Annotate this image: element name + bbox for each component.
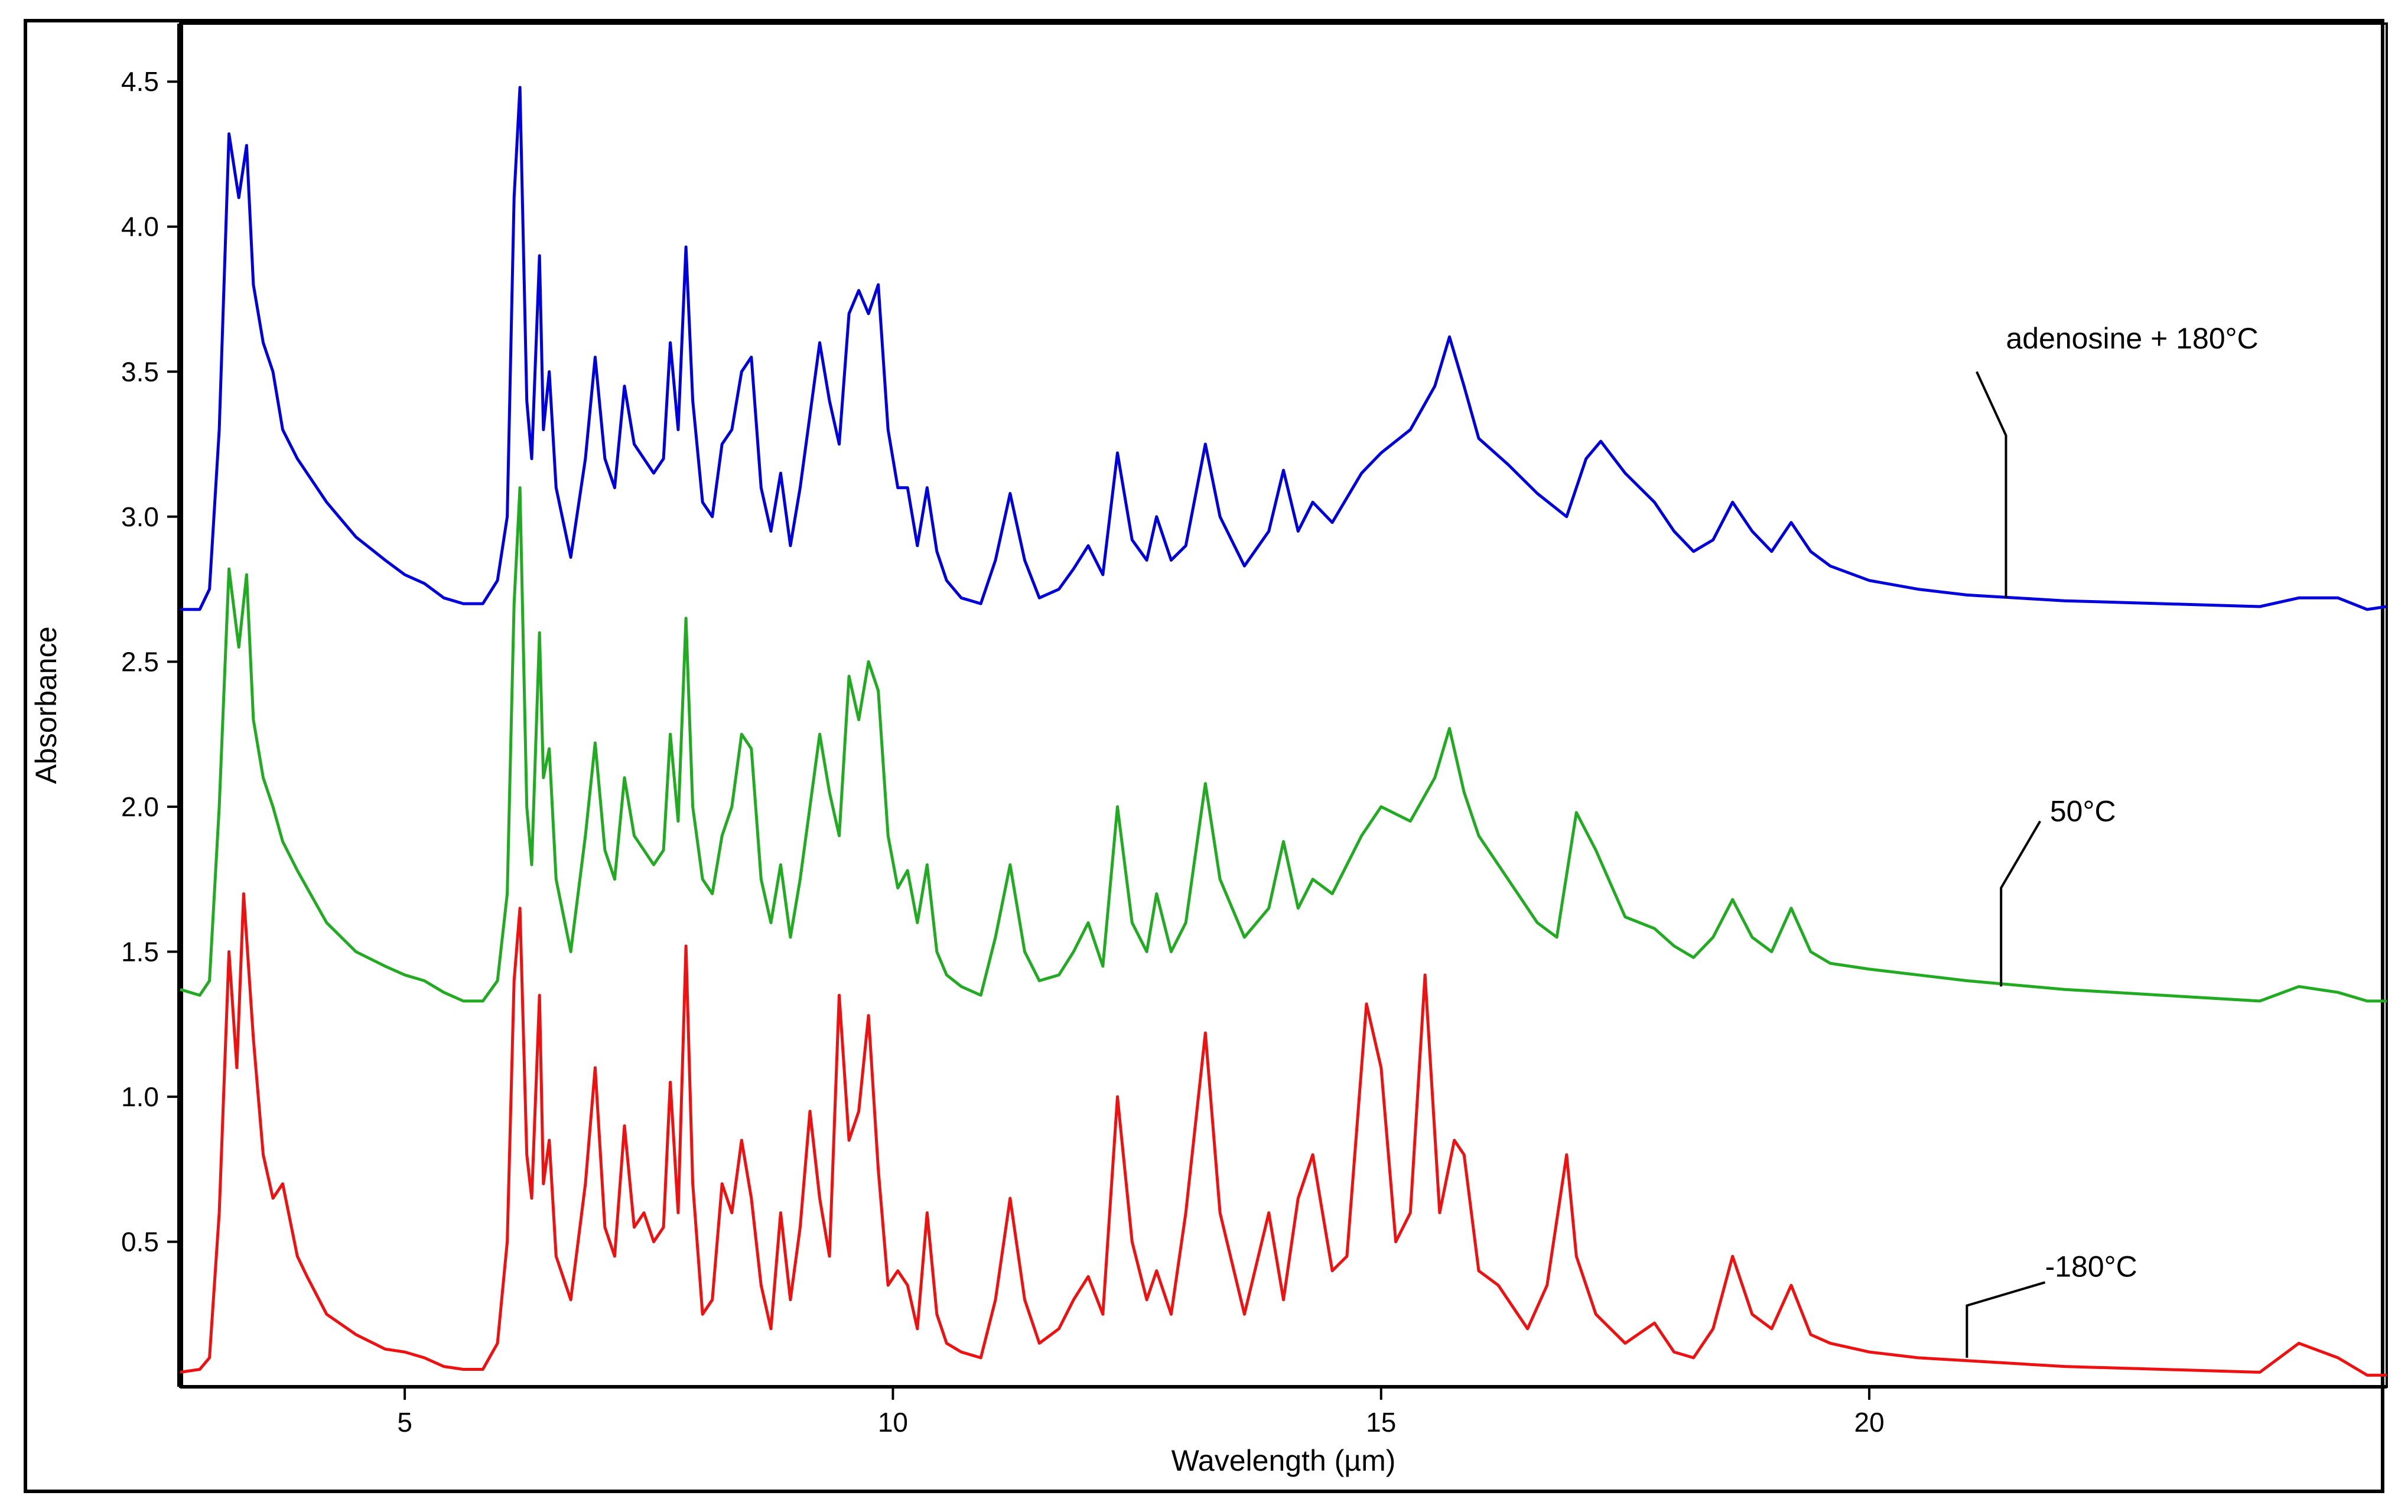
y-tick-label: 0.5 (121, 1226, 159, 1257)
plot-area (177, 22, 2388, 1389)
x-ticks: 5 10 15 20 (397, 1387, 1885, 1438)
series-line-2 (180, 892, 2387, 1377)
annotation-layer: adenosine + 180°C 50°C -180°C (1966, 322, 2259, 1358)
series-line-0 (180, 86, 2387, 611)
x-tick-label: 15 (1366, 1407, 1396, 1438)
y-tick-label: 2.0 (121, 791, 159, 822)
figure-frame (24, 19, 2384, 1493)
annotation-leader (1976, 371, 2007, 598)
y-tick-label: 4.0 (121, 211, 159, 242)
y-tick-label: 1.5 (121, 936, 159, 967)
annotation-leader (2000, 820, 2042, 987)
series-layer (180, 86, 2387, 1377)
annotation-label: -180°C (2045, 1250, 2137, 1283)
x-tick-label: 20 (1854, 1407, 1885, 1438)
y-tick-label: 3.5 (121, 356, 159, 387)
y-axis-title: Absorbance (30, 627, 63, 784)
annotation-leader (1966, 1281, 2046, 1358)
x-tick-label: 5 (397, 1407, 412, 1438)
y-ticks: 0.5 1.0 1.5 2.0 2.5 3.0 3.5 4.0 4.5 (121, 66, 180, 1257)
y-tick-label: 4.5 (121, 66, 159, 97)
series-line-1 (180, 486, 2387, 1003)
y-tick-label: 3.0 (121, 501, 159, 532)
annotation-label: 50°C (2050, 794, 2116, 827)
y-tick-label: 2.5 (121, 646, 159, 677)
x-axis-title: Wavelength (µm) (1172, 1444, 1396, 1477)
y-tick-label: 1.0 (121, 1081, 159, 1112)
x-tick-label: 10 (878, 1407, 908, 1438)
annotation-label: adenosine + 180°C (2006, 322, 2258, 355)
